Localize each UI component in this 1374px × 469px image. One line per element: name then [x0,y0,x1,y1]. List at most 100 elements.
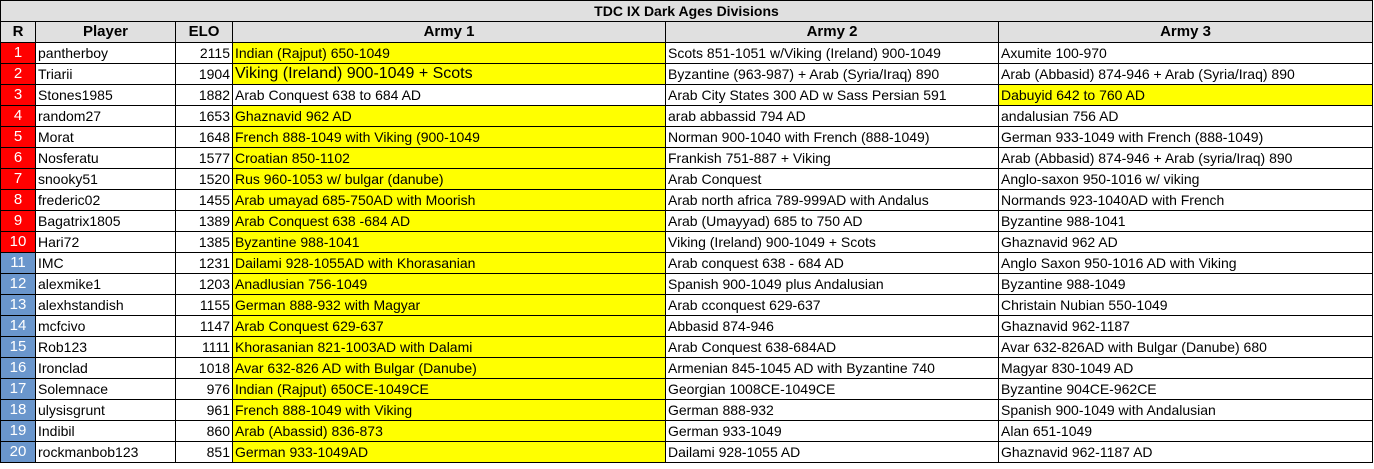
rank-cell[interactable]: 4 [0,105,36,127]
army1-cell[interactable]: Arab Conquest 638 to 684 AD [232,84,666,106]
player-cell[interactable]: alexhstandish [35,294,176,316]
elo-cell[interactable]: 2115 [175,42,233,64]
army1-cell[interactable]: Arab (Abassid) 836-873 [232,420,666,442]
rank-cell[interactable]: 11 [0,252,36,274]
army3-cell[interactable]: Arab (Abbasid) 874-946 + Arab (syria/Ira… [998,147,1373,169]
army3-cell[interactable]: Alan 651-1049 [998,420,1373,442]
army2-cell[interactable]: Armenian 845-1045 AD with Byzantine 740 [665,357,999,379]
elo-cell[interactable]: 1577 [175,147,233,169]
army1-cell[interactable]: French 888-1049 with Viking (900-1049 [232,126,666,148]
army2-cell[interactable]: Dailami 928-1055 AD [665,441,999,463]
player-cell[interactable]: pantherboy [35,42,176,64]
elo-cell[interactable]: 1231 [175,252,233,274]
rank-cell[interactable]: 20 [0,441,36,463]
army1-cell[interactable]: German 888-932 with Magyar [232,294,666,316]
player-cell[interactable]: Rob123 [35,336,176,358]
army3-cell[interactable]: Arab (Abbasid) 874-946 + Arab (Syria/Ira… [998,63,1373,85]
header-player[interactable]: Player [35,21,176,43]
army1-cell[interactable]: Anadlusian 756-1049 [232,273,666,295]
player-cell[interactable]: Hari72 [35,231,176,253]
elo-cell[interactable]: 1904 [175,63,233,85]
player-cell[interactable]: Stones1985 [35,84,176,106]
army1-cell[interactable]: Avar 632-826 AD with Bulgar (Danube) [232,357,666,379]
rank-cell[interactable]: 7 [0,168,36,190]
army2-cell[interactable]: Arab Conquest 638-684AD [665,336,999,358]
army2-cell[interactable]: Arab Conquest [665,168,999,190]
player-cell[interactable]: mcfcivo [35,315,176,337]
army2-cell[interactable]: German 888-932 [665,399,999,421]
player-cell[interactable]: alexmike1 [35,273,176,295]
army3-cell[interactable]: Byzantine 904CE-962CE [998,378,1373,400]
army3-cell[interactable]: Spanish 900-1049 with Andalusian [998,399,1373,421]
army2-cell[interactable]: Byzantine (963-987) + Arab (Syria/Iraq) … [665,63,999,85]
player-cell[interactable]: frederic02 [35,189,176,211]
header-army2[interactable]: Army 2 [665,21,999,43]
elo-cell[interactable]: 1111 [175,336,233,358]
player-cell[interactable]: Ironclad [35,357,176,379]
elo-cell[interactable]: 976 [175,378,233,400]
army2-cell[interactable]: Viking (Ireland) 900-1049 + Scots [665,231,999,253]
rank-cell[interactable]: 6 [0,147,36,169]
elo-cell[interactable]: 860 [175,420,233,442]
army1-cell[interactable]: Indian (Rajput) 650CE-1049CE [232,378,666,400]
rank-cell[interactable]: 8 [0,189,36,211]
player-cell[interactable]: Morat [35,126,176,148]
army2-cell[interactable]: Arab City States 300 AD w Sass Persian 5… [665,84,999,106]
army3-cell[interactable]: Ghaznavid 962 AD [998,231,1373,253]
army1-cell[interactable]: Arab umayad 685-750AD with Moorish [232,189,666,211]
army3-cell[interactable]: Axumite 100-970 [998,42,1373,64]
army3-cell[interactable]: Dabuyid 642 to 760 AD [998,84,1373,106]
player-cell[interactable]: Nosferatu [35,147,176,169]
header-elo[interactable]: ELO [175,21,233,43]
player-cell[interactable]: Indibil [35,420,176,442]
elo-cell[interactable]: 1385 [175,231,233,253]
elo-cell[interactable]: 1389 [175,210,233,232]
army1-cell[interactable]: Croatian 850-1102 [232,147,666,169]
army2-cell[interactable]: German 933-1049 [665,420,999,442]
army2-cell[interactable]: arab abbassid 794 AD [665,105,999,127]
player-cell[interactable]: rockmanbob123 [35,441,176,463]
army3-cell[interactable]: Anglo-saxon 950-1016 w/ viking [998,168,1373,190]
army1-cell[interactable]: Indian (Rajput) 650-1049 [232,42,666,64]
army2-cell[interactable]: Spanish 900-1049 plus Andalusian [665,273,999,295]
army3-cell[interactable]: German 933-1049 with French (888-1049) [998,126,1373,148]
army1-cell[interactable]: Arab Conquest 638 -684 AD [232,210,666,232]
army1-cell[interactable]: Rus 960-1053 w/ bulgar (danube) [232,168,666,190]
army2-cell[interactable]: Georgian 1008CE-1049CE [665,378,999,400]
elo-cell[interactable]: 851 [175,441,233,463]
army2-cell[interactable]: Arab (Umayyad) 685 to 750 AD [665,210,999,232]
rank-cell[interactable]: 12 [0,273,36,295]
header-army1[interactable]: Army 1 [232,21,666,43]
header-rank[interactable]: R [0,21,36,43]
rank-cell[interactable]: 16 [0,357,36,379]
rank-cell[interactable]: 5 [0,126,36,148]
army1-cell[interactable]: German 933-1049AD [232,441,666,463]
army1-cell[interactable]: Ghaznavid 962 AD [232,105,666,127]
elo-cell[interactable]: 1155 [175,294,233,316]
player-cell[interactable]: IMC [35,252,176,274]
army3-cell[interactable]: andalusian 756 AD [998,105,1373,127]
elo-cell[interactable]: 1882 [175,84,233,106]
elo-cell[interactable]: 1203 [175,273,233,295]
army3-cell[interactable]: Magyar 830-1049 AD [998,357,1373,379]
elo-cell[interactable]: 1147 [175,315,233,337]
rank-cell[interactable]: 19 [0,420,36,442]
rank-cell[interactable]: 13 [0,294,36,316]
elo-cell[interactable]: 1653 [175,105,233,127]
rank-cell[interactable]: 17 [0,378,36,400]
rank-cell[interactable]: 3 [0,84,36,106]
army1-cell[interactable]: Arab Conquest 629-637 [232,315,666,337]
army2-cell[interactable]: Arab cconquest 629-637 [665,294,999,316]
player-cell[interactable]: random27 [35,105,176,127]
player-cell[interactable]: snooky51 [35,168,176,190]
army2-cell[interactable]: Arab north africa 789-999AD with Andalus [665,189,999,211]
army2-cell[interactable]: Abbasid 874-946 [665,315,999,337]
army2-cell[interactable]: Norman 900-1040 with French (888-1049) [665,126,999,148]
army1-cell[interactable]: Byzantine 988-1041 [232,231,666,253]
rank-cell[interactable]: 9 [0,210,36,232]
army1-cell[interactable]: French 888-1049 with Viking [232,399,666,421]
rank-cell[interactable]: 1 [0,42,36,64]
army3-cell[interactable]: Ghaznavid 962-1187 [998,315,1373,337]
elo-cell[interactable]: 1648 [175,126,233,148]
army3-cell[interactable]: Byzantine 988-1049 [998,273,1373,295]
